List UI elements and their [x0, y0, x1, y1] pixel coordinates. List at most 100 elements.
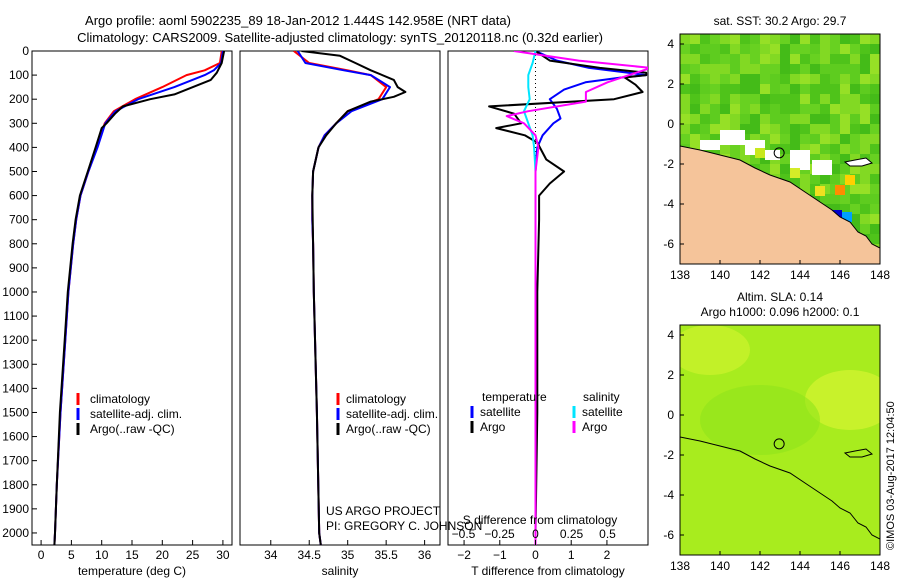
sst-cell [770, 34, 780, 44]
sst-cell [740, 114, 750, 124]
depth-tick-label: 300 [9, 116, 29, 130]
sst-cell [780, 114, 790, 124]
sst-cell [740, 104, 750, 114]
sst-map-frame [679, 33, 881, 265]
sst-cell [860, 54, 870, 64]
salinity-x-axis: 34 34.5 35 35.5 36 [264, 540, 432, 562]
sst-cell [780, 174, 790, 184]
series-line-climatology [53, 51, 223, 545]
legend-label-t-argo: Argo [480, 420, 506, 434]
map-y-tick-label: -6 [663, 528, 674, 542]
sst-cell [740, 74, 750, 84]
s-tick-label: −0.25 [484, 527, 515, 541]
sst-argo-position-marker [773, 147, 785, 159]
map-y-tick-label: -4 [663, 488, 674, 502]
sst-anomaly-cell [815, 186, 825, 196]
sst-cell [680, 54, 690, 64]
s-tick-label: 0.25 [560, 527, 584, 541]
sst-cell [740, 154, 750, 164]
sst-cell [860, 64, 870, 74]
sst-cell [850, 44, 860, 54]
sst-cell [860, 104, 870, 114]
depth-tick-label: 1700 [2, 454, 29, 468]
sst-cell [770, 164, 780, 174]
sst-cell [730, 84, 740, 94]
sst-cell [700, 44, 710, 54]
sst-cell [780, 54, 790, 64]
s-tick-label: −0.5 [452, 527, 476, 541]
sst-cell [750, 44, 760, 54]
sst-cell [690, 74, 700, 84]
series-line-climatology [293, 51, 388, 545]
sst-cell [820, 34, 830, 44]
sst-cell [870, 94, 880, 104]
legend-header-salinity: salinity [583, 390, 620, 404]
sst-map-area [680, 34, 880, 264]
x-tick-label: 34 [264, 548, 278, 562]
sst-cell [840, 194, 850, 204]
sst-cell [840, 54, 850, 64]
sst-cell [870, 214, 880, 224]
x-tick-label: 0 [532, 548, 539, 562]
sst-missing-cell [700, 140, 720, 150]
sst-cell [840, 104, 850, 114]
sst-cell [860, 74, 870, 84]
sst-cell [840, 94, 850, 104]
sst-cell [700, 124, 710, 134]
sst-cell [710, 34, 720, 44]
sst-missing-cell [812, 160, 832, 175]
map-x-tick-label: 146 [830, 268, 850, 282]
sst-cell [750, 64, 760, 74]
sst-cell [680, 94, 690, 104]
legend-label-satellite: satellite-adj. clim. [346, 407, 438, 421]
sla-map-title-line2: Argo h1000: 0.096 h2000: 0.1 [701, 305, 860, 319]
sst-cell [770, 144, 780, 154]
sst-cell [830, 114, 840, 124]
sst-cell [700, 94, 710, 104]
sst-cell [690, 114, 700, 124]
sst-missing-cell [765, 150, 780, 160]
legend-label-s-satellite: satellite [582, 405, 623, 419]
series-line-argo-raw-qc- [301, 51, 407, 545]
sst-cell [810, 144, 820, 154]
pi-annotation: PI: GREGORY C. JOHNSON [326, 519, 482, 533]
sst-map-axes: 138 140 142 144 146 148 -6 -4 -2 0 2 4 [663, 37, 890, 282]
map-y-tick-label: -4 [663, 197, 674, 211]
sst-cell [710, 134, 720, 144]
sst-cell [830, 164, 840, 174]
sst-cell [760, 74, 770, 84]
series-line-t-argo [488, 51, 648, 545]
sst-cell [860, 214, 870, 224]
sst-cell [730, 114, 740, 124]
sst-cell [860, 204, 870, 214]
sst-cell [830, 74, 840, 84]
sst-cell [790, 54, 800, 64]
s-difference-axis-label: S difference from climatology [463, 513, 618, 527]
sst-cell [780, 164, 790, 174]
sst-cell [700, 134, 710, 144]
sst-cell [830, 54, 840, 64]
depth-tick-label: 1200 [2, 333, 29, 347]
sst-cell [700, 54, 710, 64]
depth-tick-label: 100 [9, 68, 29, 82]
sst-cell [750, 74, 760, 84]
sst-cell [870, 164, 880, 174]
sst-cell [820, 84, 830, 94]
sst-cell [750, 104, 760, 114]
sst-cell [860, 34, 870, 44]
sst-cell [800, 84, 810, 94]
sla-map-axes: 138 140 142 144 146 148 -6 -4 -2 0 2 4 [663, 328, 890, 573]
sst-cell [840, 204, 850, 214]
depth-tick-label: 600 [9, 189, 29, 203]
sst-cell [840, 34, 850, 44]
sst-cell [850, 124, 860, 134]
sst-cell [860, 174, 870, 184]
sst-cell [680, 124, 690, 134]
sst-cell [830, 144, 840, 154]
depth-tick-label: 700 [9, 213, 29, 227]
legend-label-s-argo: Argo [582, 420, 608, 434]
sst-cell [870, 54, 880, 64]
sst-cell [820, 154, 830, 164]
sst-cell [720, 104, 730, 114]
